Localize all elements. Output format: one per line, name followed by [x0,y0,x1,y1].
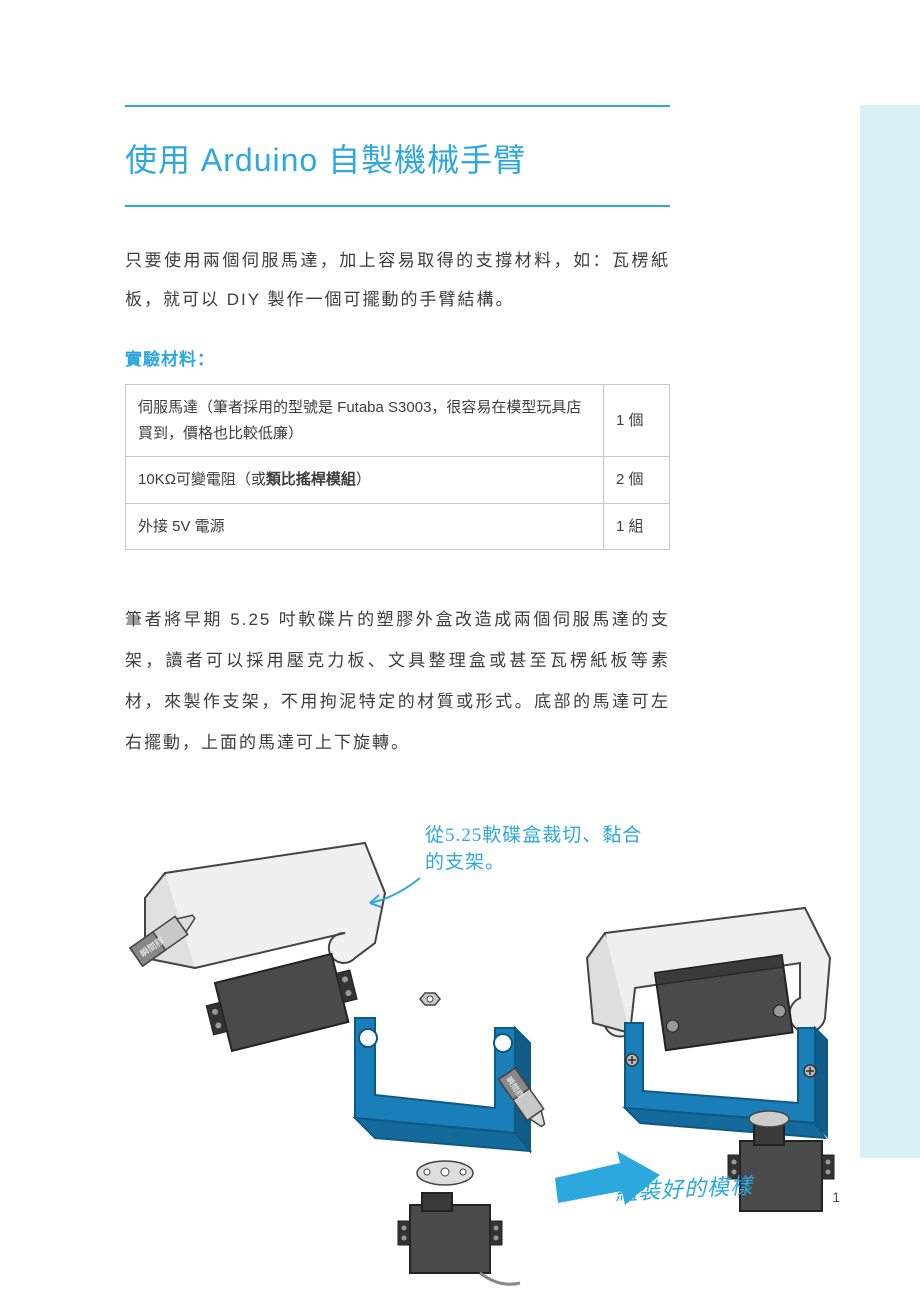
diagram-svg: 瞬間膠 [75,803,865,1303]
table-row: 伺服馬達（筆者採用的型號是 Futaba S3003，很容易在模型玩具店買到，價… [126,385,670,457]
top-rule [125,105,670,107]
title-rule [125,205,670,207]
side-tab [860,105,920,1158]
table-row: 10KΩ可變電阻（或類比搖桿模組）2 個 [126,457,670,504]
nut [420,993,440,1005]
body-paragraph-1: 筆者將早期 5.25 吋軟碟片的塑膠外盒改造成兩個伺服馬達的支架，讀者可以採用壓… [125,600,670,763]
left-upper-servo [201,951,362,1055]
servo-horn [417,1161,473,1185]
left-bottom-servo [398,1193,520,1284]
materials-table: 伺服馬達（筆者採用的型號是 Futaba S3003，很容易在模型玩具店買到，價… [125,384,670,550]
material-item: 外接 5V 電源 [126,503,604,550]
material-qty: 1 個 [604,385,670,457]
material-item: 伺服馬達（筆者採用的型號是 Futaba S3003，很容易在模型玩具店買到，價… [126,385,604,457]
material-qty: 2 個 [604,457,670,504]
material-item: 10KΩ可變電阻（或類比搖桿模組） [126,457,604,504]
table-row: 外接 5V 電源1 組 [126,503,670,550]
materials-label: 實驗材料： [125,345,670,370]
page-title: 使用 Arduino 自製機械手臂 [125,135,670,181]
right-upper-servo [655,956,793,1051]
diagram-annotation-bracket: 從5.25軟碟盒裁切、黏合的支架。 [425,823,655,876]
page-number: 1 [832,1189,840,1205]
intro-paragraph: 只要使用兩個伺服馬達，加上容易取得的支撐材料，如：瓦楞紙板，就可以 DIY 製作… [125,241,670,319]
right-screws [626,1054,816,1077]
page-content: 使用 Arduino 自製機械手臂 只要使用兩個伺服馬達，加上容易取得的支撐材料… [0,0,770,1293]
assembly-diagram: 從5.25軟碟盒裁切、黏合的支架。 組裝好的模樣 瞬間膠 [75,803,755,1293]
left-top-bracket [145,843,385,968]
material-qty: 1 組 [604,503,670,550]
